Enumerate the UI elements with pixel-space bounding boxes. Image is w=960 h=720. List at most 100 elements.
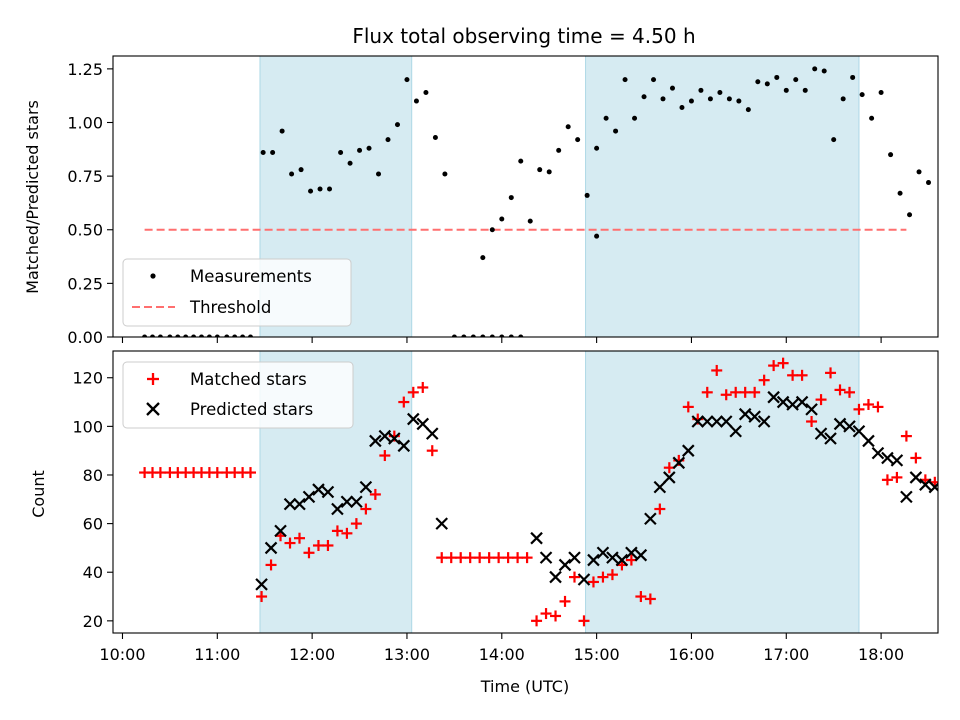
y-tick-label: 1.25 xyxy=(67,60,103,79)
y-tick-label: 20 xyxy=(83,612,103,631)
predicted-stars-point xyxy=(710,415,724,428)
bottom-legend: Matched stars Predicted stars xyxy=(122,361,354,429)
matched-stars-point xyxy=(843,386,855,398)
predicted-stars-point xyxy=(757,415,771,428)
measurement-point xyxy=(394,122,400,128)
predicted-stars-point xyxy=(805,403,818,416)
axes-frame xyxy=(112,350,939,634)
axes-frame xyxy=(112,55,939,338)
measurement-point xyxy=(357,147,363,153)
matched-stars-point xyxy=(512,552,524,564)
predicted-stars-point xyxy=(302,490,316,504)
measurement-point xyxy=(888,152,894,158)
measurement-point xyxy=(489,334,495,337)
measurement-point xyxy=(404,77,410,83)
predicted-stars-point xyxy=(312,483,325,496)
measurement-point xyxy=(308,188,314,194)
matched-stars-point xyxy=(606,569,618,581)
y-tick-label: 0.00 xyxy=(67,328,103,347)
x-tick-label: 10:00 xyxy=(99,645,145,664)
measurement-point xyxy=(214,334,220,337)
matched-stars-point xyxy=(284,537,296,549)
matched-stars-point xyxy=(154,467,166,479)
matched-stars-point xyxy=(417,381,429,393)
predicted-stars-point xyxy=(606,551,619,564)
predicted-stars-point xyxy=(691,415,705,428)
chart-title: Flux total observing time = 4.50 h xyxy=(352,24,695,48)
matched-stars-point xyxy=(720,389,732,401)
measurement-point xyxy=(660,96,666,102)
predicted-stars-point xyxy=(644,512,657,526)
measurement-point xyxy=(698,87,704,93)
measurement-point xyxy=(260,150,266,156)
predicted-stars-point xyxy=(255,578,268,591)
measurement-point xyxy=(926,180,932,186)
x-tick-label: 17:00 xyxy=(763,645,809,664)
bottom-y-axis-label: Count xyxy=(29,470,48,518)
measurement-point xyxy=(916,169,922,175)
y-tick-label: 60 xyxy=(83,515,103,534)
measurement-point xyxy=(565,124,571,130)
plot-area xyxy=(142,56,932,337)
measurement-point xyxy=(556,147,562,153)
legend-predicted-marker xyxy=(146,402,160,416)
predicted-stars-point xyxy=(634,548,648,562)
matched-stars-point xyxy=(739,386,751,398)
matched-stars-point xyxy=(360,503,372,515)
matched-stars-point xyxy=(312,539,324,551)
predicted-stars-point xyxy=(615,553,629,567)
matched-stars-point xyxy=(654,503,666,515)
y-tick-label: 80 xyxy=(83,466,103,485)
predicted-stars-point xyxy=(378,429,392,443)
legend-threshold-label: Threshold xyxy=(189,298,271,317)
predicted-stars-point xyxy=(568,551,581,564)
x-tick-label: 14:00 xyxy=(479,645,525,664)
predicted-stars-point xyxy=(530,531,543,545)
predicted-stars-point xyxy=(359,480,373,494)
top-legend-box xyxy=(122,258,352,327)
y-tick-label: 1.00 xyxy=(67,113,103,132)
predicted-stars-point xyxy=(928,480,938,494)
matched-stars-point xyxy=(900,430,912,442)
measurement-point xyxy=(802,87,808,93)
measurement-point xyxy=(527,218,533,224)
matched-stars-point xyxy=(436,552,448,564)
matched-stars-point xyxy=(559,595,571,607)
matched-stars-point xyxy=(768,360,780,372)
matched-stars-point xyxy=(701,386,713,398)
matched-stars-point xyxy=(211,467,223,479)
measurement-point xyxy=(783,87,789,93)
measurement-point xyxy=(157,334,163,337)
predicted-stars-point xyxy=(388,432,401,445)
measurement-point xyxy=(385,137,391,143)
measurement-point xyxy=(812,66,818,72)
measurement-point xyxy=(840,96,846,102)
measurement-point xyxy=(755,79,761,85)
predicted-stars-point xyxy=(625,546,638,560)
matched-stars-point xyxy=(758,374,770,386)
bottom-legend-box xyxy=(122,361,354,429)
matched-stars-point xyxy=(464,552,476,564)
measurement-point xyxy=(423,89,429,95)
matched-stars-point xyxy=(483,552,495,564)
matched-stars-point xyxy=(502,552,514,564)
predicted-stars-point xyxy=(786,398,799,411)
measurement-point xyxy=(613,128,619,134)
matched-stars-point xyxy=(493,552,505,564)
measurement-point xyxy=(175,334,181,337)
top-legend: Measurements Threshold xyxy=(122,258,352,327)
measurement-point xyxy=(679,104,685,110)
predicted-stars-point xyxy=(814,427,828,440)
predicted-stars-point xyxy=(833,417,847,431)
measurement-point xyxy=(717,89,723,95)
predicted-stars-point xyxy=(767,390,780,404)
predicted-stars-point xyxy=(549,570,562,584)
predicted-stars-point xyxy=(871,446,885,460)
measurement-point xyxy=(489,227,495,233)
matched-stars-point xyxy=(568,571,580,583)
x-tick-label: 13:00 xyxy=(384,645,430,664)
measurement-point xyxy=(726,96,732,102)
predicted-stars-point xyxy=(824,432,837,445)
measurement-point xyxy=(470,334,476,337)
measurement-point xyxy=(688,98,694,104)
